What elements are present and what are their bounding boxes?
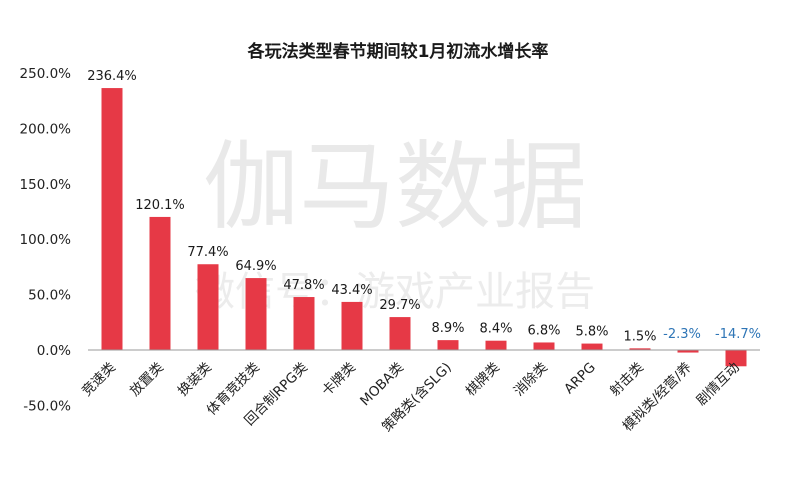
bar xyxy=(245,278,267,350)
data-label: -2.3% xyxy=(663,327,701,342)
bar xyxy=(581,343,603,350)
x-category-label: 放置类 xyxy=(127,360,167,400)
x-category-label: 换装类 xyxy=(175,360,215,400)
bar xyxy=(149,216,171,350)
x-category-label: 射击类 xyxy=(607,360,647,400)
data-label: 77.4% xyxy=(187,245,228,260)
data-label: -14.7% xyxy=(715,327,761,342)
data-label: 43.4% xyxy=(331,283,372,298)
y-tick-label: 200.0% xyxy=(20,121,72,137)
bar xyxy=(101,88,123,351)
data-label: 29.7% xyxy=(379,298,420,313)
bar xyxy=(197,264,219,350)
bar xyxy=(293,297,315,350)
data-labels: 236.4% 120.1% 77.4% 64.9% 47.8% 43.4% 29.7% 8.9… xyxy=(87,69,761,344)
bar xyxy=(725,350,747,367)
x-category-label: ARPG xyxy=(561,360,599,398)
data-label: 6.8% xyxy=(527,323,560,338)
x-category-label: 剧情互动 xyxy=(693,360,742,409)
data-label: 1.5% xyxy=(623,329,656,344)
y-tick-label: 150.0% xyxy=(20,177,72,193)
x-category-label: 消除类 xyxy=(511,360,551,400)
data-label: 8.9% xyxy=(431,321,464,336)
bar xyxy=(437,340,459,350)
bar xyxy=(341,301,363,350)
y-tick-label: -50.0% xyxy=(23,398,71,414)
data-label: 47.8% xyxy=(283,278,324,293)
data-label: 8.4% xyxy=(479,322,512,337)
watermark-main: 伽马数据 xyxy=(203,131,587,243)
data-label: 64.9% xyxy=(235,259,276,274)
y-axis: -50.0% 0.0% 50.0% 100.0% 150.0% 200.0% 250.0% xyxy=(20,66,72,414)
x-category-label: 竞速类 xyxy=(78,359,119,400)
y-tick-label: 100.0% xyxy=(20,232,72,248)
x-category-label: 卡牌类 xyxy=(318,359,359,400)
bar xyxy=(485,340,507,350)
bar xyxy=(533,342,555,350)
y-tick-label: 50.0% xyxy=(28,288,71,304)
y-tick-label: 0.0% xyxy=(37,343,71,359)
bar-series xyxy=(101,88,747,367)
bar xyxy=(677,350,699,353)
chart-title: 各玩法类型春节期间较1月初流水增长率 xyxy=(247,41,549,62)
x-category-label: MOBA类 xyxy=(357,360,407,410)
bar xyxy=(629,348,651,350)
y-tick-label: 250.0% xyxy=(20,66,72,82)
x-category-label: 棋牌类 xyxy=(462,359,503,400)
data-label: 5.8% xyxy=(575,325,608,340)
data-label: 236.4% xyxy=(87,69,137,84)
bar xyxy=(389,317,411,350)
data-label: 120.1% xyxy=(135,198,185,213)
